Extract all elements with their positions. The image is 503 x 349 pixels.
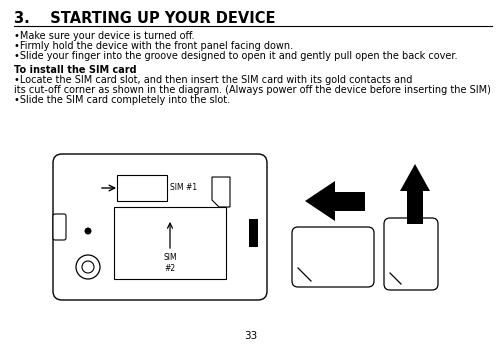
Text: •Slide the SIM card completely into the slot.: •Slide the SIM card completely into the … <box>14 95 230 105</box>
Polygon shape <box>296 265 314 283</box>
Bar <box>114 207 226 279</box>
Bar <box>117 175 167 201</box>
Circle shape <box>76 255 100 279</box>
FancyBboxPatch shape <box>53 214 66 240</box>
Text: 33: 33 <box>244 331 258 341</box>
Text: SIM #1: SIM #1 <box>170 184 197 193</box>
Text: •Make sure your device is turned off.: •Make sure your device is turned off. <box>14 31 195 41</box>
FancyBboxPatch shape <box>53 154 267 300</box>
Polygon shape <box>400 164 430 224</box>
Polygon shape <box>388 270 404 286</box>
FancyBboxPatch shape <box>292 227 374 287</box>
Polygon shape <box>305 181 365 221</box>
Text: 3.    STARTING UP YOUR DEVICE: 3. STARTING UP YOUR DEVICE <box>14 11 276 26</box>
Polygon shape <box>212 177 230 207</box>
Text: •Slide your finger into the groove designed to open it and gently pull open the : •Slide your finger into the groove desig… <box>14 51 458 61</box>
Text: its cut-off corner as shown in the diagram. (Always power off the device before : its cut-off corner as shown in the diagr… <box>14 85 491 95</box>
Text: •Locate the SIM card slot, and then insert the SIM card with its gold contacts a: •Locate the SIM card slot, and then inse… <box>14 75 412 85</box>
Text: •Firmly hold the device with the front panel facing down.: •Firmly hold the device with the front p… <box>14 41 293 51</box>
FancyBboxPatch shape <box>384 218 438 290</box>
Text: To install the SIM card: To install the SIM card <box>14 65 137 75</box>
Circle shape <box>85 228 92 235</box>
Bar <box>249 219 258 247</box>
Circle shape <box>82 261 94 273</box>
Text: SIM
#2: SIM #2 <box>163 253 177 273</box>
